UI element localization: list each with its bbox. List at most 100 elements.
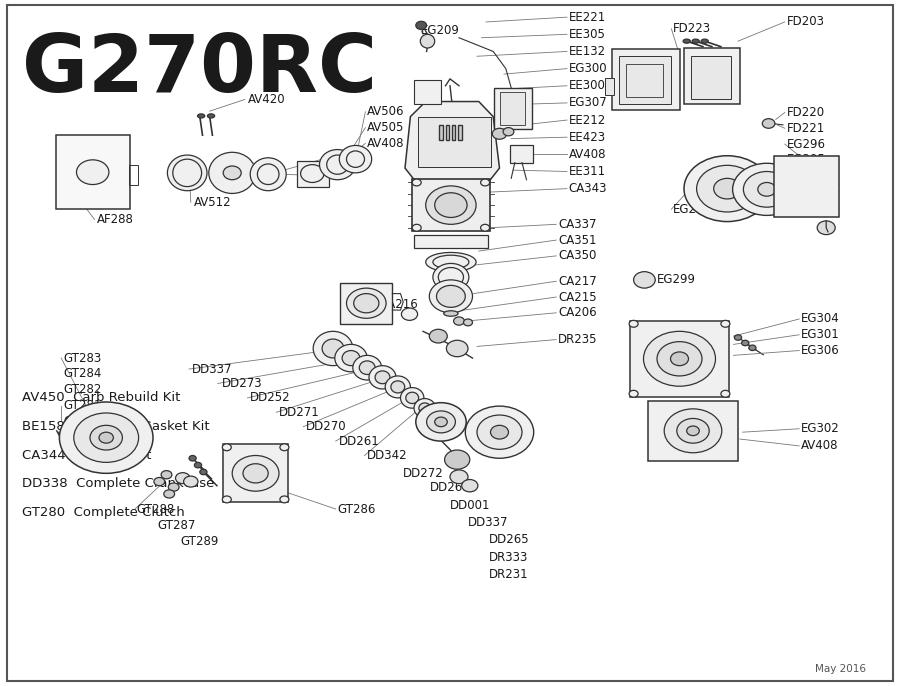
Circle shape bbox=[721, 390, 730, 397]
Circle shape bbox=[435, 193, 467, 217]
Text: G270RC: G270RC bbox=[22, 31, 378, 109]
Ellipse shape bbox=[335, 344, 367, 372]
Text: EG300: EG300 bbox=[569, 62, 608, 75]
Ellipse shape bbox=[339, 145, 372, 173]
Circle shape bbox=[243, 464, 268, 483]
Ellipse shape bbox=[200, 469, 207, 475]
Bar bbox=[414, 235, 488, 248]
Circle shape bbox=[758, 182, 776, 196]
Bar bbox=[458, 125, 462, 140]
Circle shape bbox=[346, 288, 386, 318]
Ellipse shape bbox=[385, 376, 410, 398]
Circle shape bbox=[446, 340, 468, 357]
Text: May 2016: May 2016 bbox=[814, 663, 866, 674]
Ellipse shape bbox=[322, 339, 344, 358]
Circle shape bbox=[743, 172, 790, 207]
Bar bbox=[446, 125, 449, 140]
Circle shape bbox=[412, 224, 421, 231]
Circle shape bbox=[90, 425, 122, 450]
Text: CA216: CA216 bbox=[380, 298, 419, 311]
Text: DD252: DD252 bbox=[250, 392, 291, 404]
Text: FD203: FD203 bbox=[787, 16, 824, 28]
Text: DD337: DD337 bbox=[468, 517, 508, 529]
Text: AV408: AV408 bbox=[801, 440, 839, 452]
Circle shape bbox=[223, 166, 241, 180]
Circle shape bbox=[426, 186, 476, 224]
Bar bbox=[774, 156, 839, 217]
Ellipse shape bbox=[420, 34, 435, 48]
Circle shape bbox=[99, 432, 113, 443]
Text: AF288: AF288 bbox=[97, 213, 134, 226]
Circle shape bbox=[416, 21, 427, 29]
Ellipse shape bbox=[692, 39, 699, 43]
Text: EG209: EG209 bbox=[421, 25, 460, 37]
Text: EG307: EG307 bbox=[569, 97, 608, 109]
Circle shape bbox=[721, 320, 730, 327]
Text: FD220: FD220 bbox=[787, 106, 824, 119]
Text: EG306: EG306 bbox=[801, 344, 840, 357]
Circle shape bbox=[687, 426, 699, 436]
Circle shape bbox=[629, 320, 638, 327]
Circle shape bbox=[436, 285, 465, 307]
Ellipse shape bbox=[167, 155, 207, 191]
Bar bbox=[223, 444, 288, 502]
Text: GT280  Complete Clutch: GT280 Complete Clutch bbox=[22, 506, 185, 519]
Text: CA343: CA343 bbox=[569, 182, 608, 195]
Circle shape bbox=[161, 471, 172, 479]
Bar bbox=[626, 64, 663, 97]
Text: EG304: EG304 bbox=[801, 313, 840, 325]
Text: EE300: EE300 bbox=[569, 80, 606, 92]
Text: AV408: AV408 bbox=[569, 148, 607, 161]
Ellipse shape bbox=[320, 150, 356, 180]
Circle shape bbox=[184, 476, 198, 487]
Text: DD342: DD342 bbox=[367, 449, 408, 462]
Circle shape bbox=[76, 160, 109, 185]
Text: EE311: EE311 bbox=[569, 165, 606, 178]
Text: GT284: GT284 bbox=[63, 368, 102, 380]
Text: DR235: DR235 bbox=[558, 333, 598, 346]
Ellipse shape bbox=[198, 114, 205, 118]
Circle shape bbox=[74, 413, 139, 462]
Text: DR333: DR333 bbox=[489, 551, 528, 563]
Circle shape bbox=[749, 345, 756, 351]
Circle shape bbox=[465, 406, 534, 458]
Bar bbox=[340, 283, 392, 324]
Text: DR231: DR231 bbox=[489, 569, 528, 581]
Bar bbox=[418, 117, 491, 167]
Circle shape bbox=[232, 456, 279, 491]
Circle shape bbox=[429, 329, 447, 343]
Bar bbox=[439, 125, 443, 140]
Circle shape bbox=[280, 496, 289, 503]
Circle shape bbox=[429, 280, 472, 313]
Text: DD261: DD261 bbox=[430, 482, 471, 494]
Bar bbox=[619, 56, 671, 104]
Circle shape bbox=[492, 128, 507, 139]
Circle shape bbox=[477, 415, 522, 449]
Circle shape bbox=[416, 403, 466, 441]
Circle shape bbox=[714, 178, 741, 199]
Bar bbox=[414, 80, 441, 104]
Text: DD270: DD270 bbox=[306, 421, 346, 433]
Text: EG297: EG297 bbox=[673, 203, 712, 215]
Text: AV450  Carb Rebuild Kit: AV450 Carb Rebuild Kit bbox=[22, 391, 181, 404]
Text: EE221: EE221 bbox=[569, 11, 606, 23]
Text: GT287: GT287 bbox=[158, 519, 196, 532]
Circle shape bbox=[644, 331, 716, 386]
Text: CA217: CA217 bbox=[558, 275, 597, 287]
Circle shape bbox=[401, 308, 418, 320]
Text: EG296: EG296 bbox=[787, 138, 825, 150]
Bar bbox=[56, 135, 130, 209]
Ellipse shape bbox=[406, 392, 419, 403]
Text: EG295: EG295 bbox=[787, 154, 825, 166]
Text: GT282: GT282 bbox=[63, 383, 102, 396]
Text: AV420: AV420 bbox=[248, 93, 285, 106]
Text: DD338  Complete Crankcase: DD338 Complete Crankcase bbox=[22, 477, 215, 490]
Circle shape bbox=[664, 409, 722, 453]
Bar bbox=[684, 48, 740, 104]
Circle shape bbox=[164, 490, 175, 498]
Text: GT283: GT283 bbox=[63, 352, 101, 364]
Circle shape bbox=[154, 477, 165, 486]
Text: EE212: EE212 bbox=[569, 114, 606, 126]
Circle shape bbox=[697, 165, 758, 212]
Ellipse shape bbox=[209, 152, 256, 193]
